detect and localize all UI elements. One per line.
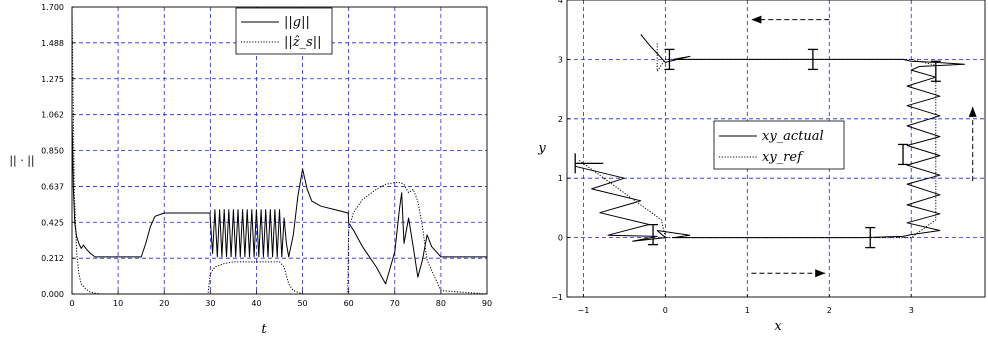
y-tick-label: 1	[558, 174, 563, 183]
x-tick-label: 80	[436, 299, 446, 308]
arrow-head	[968, 106, 977, 117]
chart1-legend-label-zs: ||ẑ_s||	[284, 35, 322, 50]
y-tick-label: 0.212	[41, 254, 64, 263]
y-tick-label: 1.062	[41, 111, 64, 120]
x-tick-label: 0	[69, 299, 74, 308]
chart2-y-ticks: −1 0 1 2 3 4	[551, 0, 570, 302]
arrow-head	[815, 269, 826, 278]
arrow-head	[751, 15, 762, 24]
chart1-x-ticks: 0 10 20 30 40 50 60 70 80 90	[69, 291, 492, 308]
y-tick-label: 1.700	[41, 3, 64, 12]
chart2-legend-label-actual: xy_actual	[762, 129, 824, 144]
y-tick-label: 2	[558, 115, 563, 124]
x-tick-label: 1	[745, 306, 750, 315]
y-tick-label: 3	[558, 55, 563, 64]
chart1-legend: ||g|| ||ẑ_s||	[235, 7, 333, 55]
chart2-markers	[574, 15, 977, 278]
chart1-y-label: || · ||	[9, 154, 34, 168]
x-tick-label: 20	[159, 299, 169, 308]
chart2-x-ticks: −1 0 1 2 3	[577, 294, 914, 315]
x-tick-label: 2	[827, 306, 832, 315]
y-tick-label: 0.637	[41, 182, 64, 191]
x-tick-label: 0	[663, 306, 668, 315]
chart2-legend: xy_actual xy_ref	[713, 120, 845, 170]
chart1-legend-label-g: ||g||	[284, 15, 310, 30]
x-tick-label: 10	[113, 299, 123, 308]
chart2-legend-label-ref: xy_ref	[762, 150, 804, 165]
x-tick-label: 40	[251, 299, 261, 308]
chart1-x-label: t	[261, 322, 267, 337]
chart1-series	[71, 6, 488, 295]
y-tick-label: 1.488	[41, 39, 64, 48]
y-tick-label: 0.425	[41, 218, 64, 227]
time-norm-chart: 0 10 20 30 40 50 60 70 80 90 0.000 0.212 0.425 0.637…	[9, 3, 492, 337]
chart1-grid	[72, 7, 487, 294]
y-tick-label: −1	[551, 293, 563, 302]
series-line-0	[575, 34, 965, 242]
chart2-plot-frame	[566, 0, 986, 298]
series-line-1	[71, 6, 488, 295]
chart2-x-label: x	[774, 319, 782, 334]
y-tick-label: 0.000	[41, 290, 64, 299]
x-tick-label: −1	[577, 306, 589, 315]
x-tick-label: 30	[205, 299, 215, 308]
y-tick-label: 0	[558, 234, 563, 243]
trajectory-chart: −1 0 1 2 3 −1 0 1 2 3 4 x y xy_actual xy_ref	[537, 0, 986, 334]
y-tick-label: 1.275	[41, 75, 64, 84]
series-line-1	[579, 41, 937, 239]
x-tick-label: 90	[482, 299, 492, 308]
chart1-y-ticks: 0.000 0.212 0.425 0.637 0.850 1.062 1.275 1.488…	[41, 3, 75, 299]
series-line-0	[71, 116, 487, 285]
chart2-legend-box	[713, 120, 845, 170]
x-tick-label: 3	[909, 306, 914, 315]
x-tick-label: 70	[390, 299, 400, 308]
chart2-y-label: y	[537, 141, 546, 156]
x-tick-label: 60	[344, 299, 354, 308]
chart2-series	[575, 34, 965, 242]
y-tick-label: 4	[558, 0, 563, 5]
chart1-legend-box	[235, 7, 333, 55]
x-tick-label: 50	[297, 299, 307, 308]
y-tick-label: 0.850	[41, 147, 64, 156]
